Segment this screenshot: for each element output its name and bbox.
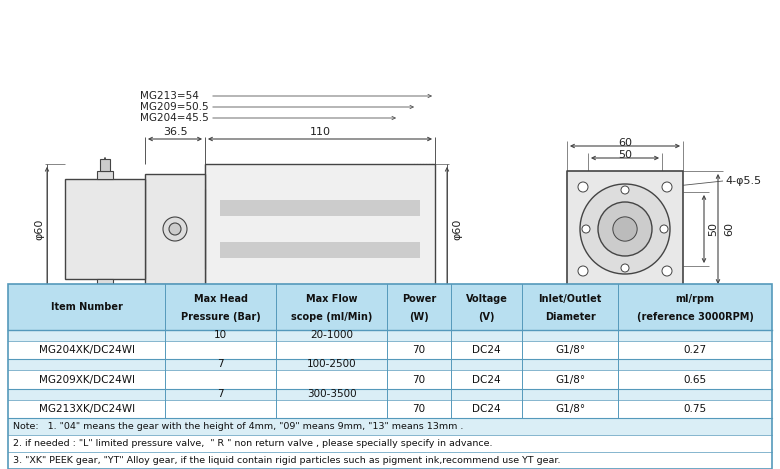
Text: MG209XK/DC24WI: MG209XK/DC24WI: [39, 375, 135, 385]
Text: (V): (V): [478, 312, 495, 322]
Bar: [8, 284, 772, 469]
Text: 60: 60: [618, 138, 632, 148]
Circle shape: [621, 186, 629, 194]
Text: 4-φ5.5: 4-φ5.5: [725, 176, 761, 186]
Circle shape: [582, 225, 590, 233]
Circle shape: [598, 202, 652, 256]
Text: (reference 3000RPM): (reference 3000RPM): [636, 312, 753, 322]
Circle shape: [580, 184, 670, 274]
Text: φ60: φ60: [34, 218, 44, 240]
Circle shape: [662, 182, 672, 192]
Text: DC24: DC24: [472, 404, 501, 414]
Circle shape: [169, 223, 181, 235]
Bar: [8, 452, 772, 469]
Text: Power: Power: [402, 294, 436, 304]
Text: 7: 7: [218, 389, 224, 399]
Bar: [100, 159, 110, 171]
Text: 60: 60: [724, 222, 734, 236]
Bar: [220, 200, 420, 216]
Text: (W): (W): [409, 312, 429, 322]
Text: MG204XK/DC24WI: MG204XK/DC24WI: [39, 345, 135, 355]
Text: Pressure (Bar): Pressure (Bar): [181, 312, 261, 322]
Text: 36.5: 36.5: [163, 127, 187, 137]
Text: MG209=50.5: MG209=50.5: [140, 102, 208, 112]
Bar: [8, 371, 772, 389]
Text: DC24: DC24: [472, 345, 501, 355]
Bar: [8, 435, 772, 452]
Text: 300-3500: 300-3500: [307, 389, 356, 399]
Text: Voltage: Voltage: [466, 294, 508, 304]
Bar: [8, 330, 772, 341]
Text: φ60: φ60: [452, 218, 462, 240]
Text: Max Flow: Max Flow: [306, 294, 357, 304]
Text: 50: 50: [708, 222, 718, 236]
Text: ml/rpm: ml/rpm: [675, 294, 714, 304]
Text: 20-1000: 20-1000: [310, 330, 353, 340]
Bar: [8, 284, 772, 330]
Text: Note:   1. "04" means the gear with the height of 4mm, "09" means 9mm, "13" mean: Note: 1. "04" means the gear with the he…: [13, 422, 463, 431]
Text: DC24: DC24: [472, 375, 501, 385]
Bar: [65, 179, 145, 279]
Text: 3. "XK" PEEK gear, "YT" Alloy gear, if the liquid contain rigid particles such a: 3. "XK" PEEK gear, "YT" Alloy gear, if t…: [13, 456, 561, 465]
Text: 50: 50: [618, 150, 632, 160]
Bar: [205, 164, 435, 294]
Text: MG204=45.5: MG204=45.5: [140, 113, 209, 123]
Text: 110: 110: [310, 127, 331, 137]
Text: 70: 70: [413, 375, 425, 385]
Circle shape: [662, 266, 672, 276]
Circle shape: [613, 217, 637, 241]
Bar: [97, 171, 113, 179]
Text: 进出口G1/8°: 进出口G1/8°: [70, 326, 122, 336]
Text: G1/8°: G1/8°: [555, 345, 585, 355]
Circle shape: [578, 182, 588, 192]
Text: 2. if needed : "L" limited pressure valve,  " R " non return valve , please spec: 2. if needed : "L" limited pressure valv…: [13, 439, 492, 448]
Text: 70: 70: [413, 404, 425, 414]
Text: 0.27: 0.27: [683, 345, 707, 355]
Bar: [8, 359, 772, 371]
Text: 0.75: 0.75: [683, 404, 707, 414]
Text: G1/8°: G1/8°: [555, 404, 585, 414]
Text: MG213XK/DC24WI: MG213XK/DC24WI: [39, 404, 135, 414]
Text: 7: 7: [218, 359, 224, 370]
Text: 100-2500: 100-2500: [307, 359, 356, 370]
Text: MG213=54: MG213=54: [140, 91, 199, 101]
Text: scope (ml/Min): scope (ml/Min): [291, 312, 372, 322]
Text: Inlet/Outlet: Inlet/Outlet: [538, 294, 602, 304]
Text: Diameter: Diameter: [545, 312, 596, 322]
Bar: [8, 418, 772, 435]
Bar: [145, 174, 205, 284]
Text: Item Number: Item Number: [51, 302, 122, 312]
Bar: [8, 389, 772, 400]
Bar: [8, 341, 772, 359]
Bar: [97, 279, 113, 287]
Circle shape: [621, 264, 629, 272]
Circle shape: [163, 217, 187, 241]
Text: G1/8°: G1/8°: [555, 375, 585, 385]
Text: 10: 10: [215, 330, 228, 340]
Circle shape: [660, 225, 668, 233]
Text: 70: 70: [413, 345, 425, 355]
Circle shape: [578, 266, 588, 276]
Bar: [567, 171, 683, 287]
Bar: [220, 242, 420, 257]
Bar: [100, 287, 110, 297]
Text: Max Head: Max Head: [194, 294, 248, 304]
Text: 0.65: 0.65: [683, 375, 707, 385]
Bar: [8, 400, 772, 418]
